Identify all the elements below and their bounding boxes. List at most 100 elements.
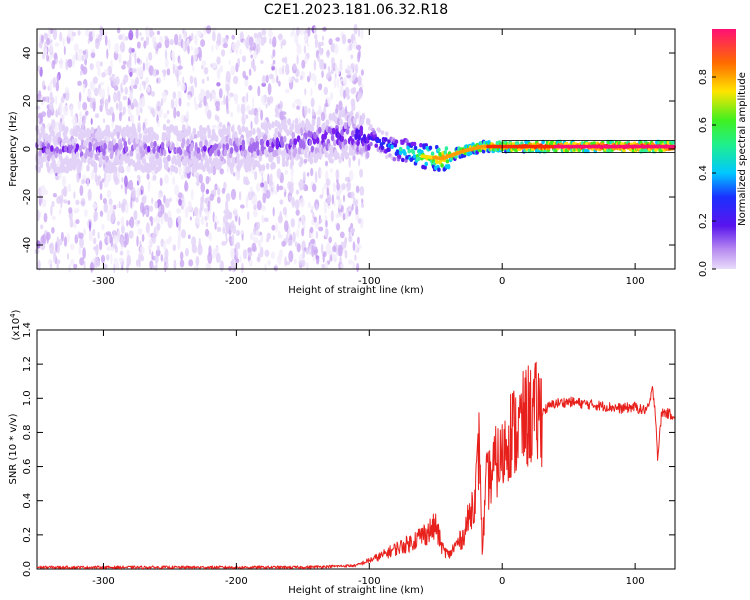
spectrogram-noise-cell bbox=[136, 41, 141, 49]
spectrogram-noise-cell bbox=[113, 257, 118, 263]
spectrogram-noise-cell bbox=[233, 172, 236, 177]
spectrogram-noise-cell bbox=[223, 37, 229, 44]
spectrogram-noise-cell bbox=[304, 36, 308, 41]
spectrogram-noise-cell bbox=[75, 51, 78, 61]
spectrogram-noise-cell bbox=[101, 96, 105, 108]
spectrogram-noise-cell bbox=[303, 105, 308, 116]
spectrogram-band-cell bbox=[46, 165, 51, 173]
spectrogram-noise-cell bbox=[230, 111, 234, 118]
spectrogram-noise-cell bbox=[354, 254, 357, 261]
spectrogram-noise-cell bbox=[129, 216, 135, 229]
spectrogram-noise-cell bbox=[81, 54, 85, 62]
spectrogram-noise-cell bbox=[333, 78, 337, 89]
spectrogram-noise-cell bbox=[178, 221, 181, 233]
spectrogram-noise-cell bbox=[176, 110, 180, 117]
spectrogram-band-cell bbox=[671, 140, 675, 145]
spectrogram-noise-cell bbox=[278, 185, 284, 191]
spectrogram-noise-cell bbox=[147, 180, 151, 192]
spectrogram-band-cell bbox=[416, 156, 421, 161]
spectrogram-noise-cell bbox=[356, 262, 360, 273]
spectrogram-band-cell bbox=[304, 132, 308, 140]
spectrogram-noise-cell bbox=[264, 263, 267, 272]
spectrogram-noise-cell bbox=[145, 35, 150, 46]
spectrogram-noise-cell bbox=[89, 81, 93, 90]
spectrogram-noise-cell bbox=[177, 215, 182, 225]
spectrogram-noise-cell bbox=[360, 28, 364, 40]
spectrogram-band-cell bbox=[135, 137, 139, 145]
spectrogram-noise-cell bbox=[159, 35, 164, 44]
spectrogram-noise-cell bbox=[147, 105, 152, 110]
spectrogram-noise-cell bbox=[313, 216, 317, 223]
spectrogram-noise-cell bbox=[296, 243, 301, 253]
spectrogram-noise-cell bbox=[346, 64, 350, 71]
spectrogram-noise-cell bbox=[83, 260, 86, 270]
spectrogram-band-cell bbox=[290, 159, 295, 167]
spectrogram-band-cell bbox=[181, 124, 186, 132]
spectrogram-noise-cell bbox=[223, 94, 226, 105]
spectrogram-noise-cell bbox=[109, 203, 114, 214]
spectrogram-noise-cell bbox=[239, 48, 242, 55]
spectrogram-noise-cell bbox=[136, 187, 142, 198]
spectrogram-band-cell bbox=[236, 152, 240, 160]
snr-x-axis: -300 -200 -100 0 100 bbox=[92, 330, 645, 587]
spectrogram-noise-cell bbox=[193, 96, 197, 106]
spectrogram-noise-cell bbox=[290, 218, 295, 228]
spectrogram-noise-cell bbox=[106, 231, 112, 236]
spectrogram-noise-cell bbox=[44, 41, 47, 47]
spectrogram-noise-cell bbox=[115, 262, 120, 270]
spectrogram-band-cell bbox=[203, 144, 207, 152]
spectrogram-band-cell bbox=[112, 138, 117, 146]
spectrogram-band-cell bbox=[87, 129, 91, 137]
spectrogram-noise-cell bbox=[52, 76, 57, 88]
spectrogram-band-cell bbox=[181, 137, 186, 145]
spectrogram-noise-cell bbox=[191, 32, 194, 41]
spectrogram-noise-cell bbox=[70, 258, 75, 266]
spectrogram-band-cell bbox=[167, 154, 171, 162]
spectrogram-noise-cell bbox=[68, 263, 72, 273]
spectrogram-noise-cell bbox=[72, 60, 75, 68]
spectrogram-noise-cell bbox=[78, 245, 82, 256]
spectrogram-noise-cell bbox=[334, 62, 337, 74]
spectrogram-noise-cell bbox=[334, 72, 337, 79]
spectrogram-noise-cell bbox=[278, 67, 283, 75]
spectrogram-noise-cell bbox=[205, 175, 210, 185]
spectrogram-band-cell bbox=[97, 127, 102, 135]
snr-y-tick-label: 0.2 bbox=[22, 527, 33, 543]
spectrogram-band-cell bbox=[58, 148, 63, 156]
spectrogram-band-cell bbox=[297, 123, 302, 130]
spectrogram-noise-cell bbox=[298, 179, 304, 191]
spectrogram-band-cell bbox=[330, 134, 335, 142]
spectrogram-noise-cell bbox=[226, 192, 231, 202]
spectrogram-noise-cell bbox=[316, 256, 320, 262]
spectrogram-noise-cell bbox=[351, 34, 354, 45]
spectrogram-noise-cell bbox=[294, 199, 300, 210]
spectrogram-noise-cell bbox=[84, 209, 88, 217]
spectrogram-noise-cell bbox=[132, 68, 137, 73]
spectrogram-noise-cell bbox=[51, 201, 55, 207]
spectrogram-band-cell bbox=[113, 166, 118, 174]
spectrogram-band-cell bbox=[361, 113, 366, 121]
spectrogram-noise-cell bbox=[178, 70, 182, 76]
spectrogram-noise-cell bbox=[309, 71, 312, 80]
spectrogram-noise-cell bbox=[318, 104, 322, 115]
spectrogram-noise-cell bbox=[238, 216, 241, 226]
spectrogram-noise-cell bbox=[190, 188, 194, 201]
spectrogram-noise-cell bbox=[164, 49, 168, 60]
spectrogram-band-cell bbox=[192, 127, 197, 135]
spectrogram-noise-cell bbox=[50, 205, 53, 217]
spectrogram-noise-cell bbox=[67, 58, 73, 68]
spectrogram-noise-cell bbox=[176, 71, 179, 82]
spectrogram-noise-cell bbox=[78, 232, 84, 239]
spectrogram-noise-cell bbox=[261, 75, 266, 84]
spectrogram-noise-cell bbox=[226, 109, 230, 115]
spectrogram-noise-cell bbox=[303, 45, 307, 54]
snr-multiplier-exponent: 4 bbox=[9, 313, 17, 318]
spectrogram-noise-cell bbox=[282, 206, 287, 216]
spectrogram-noise-cell bbox=[317, 41, 321, 49]
spectrogram-noise-cell bbox=[44, 33, 49, 39]
spectrogram-noise-cell bbox=[167, 216, 173, 229]
spectrogram-noise-cell bbox=[144, 25, 150, 38]
spectrogram-band-cell bbox=[318, 126, 322, 134]
spectrogram-band-cell bbox=[430, 151, 435, 156]
spectrogram-noise-cell bbox=[90, 52, 96, 59]
